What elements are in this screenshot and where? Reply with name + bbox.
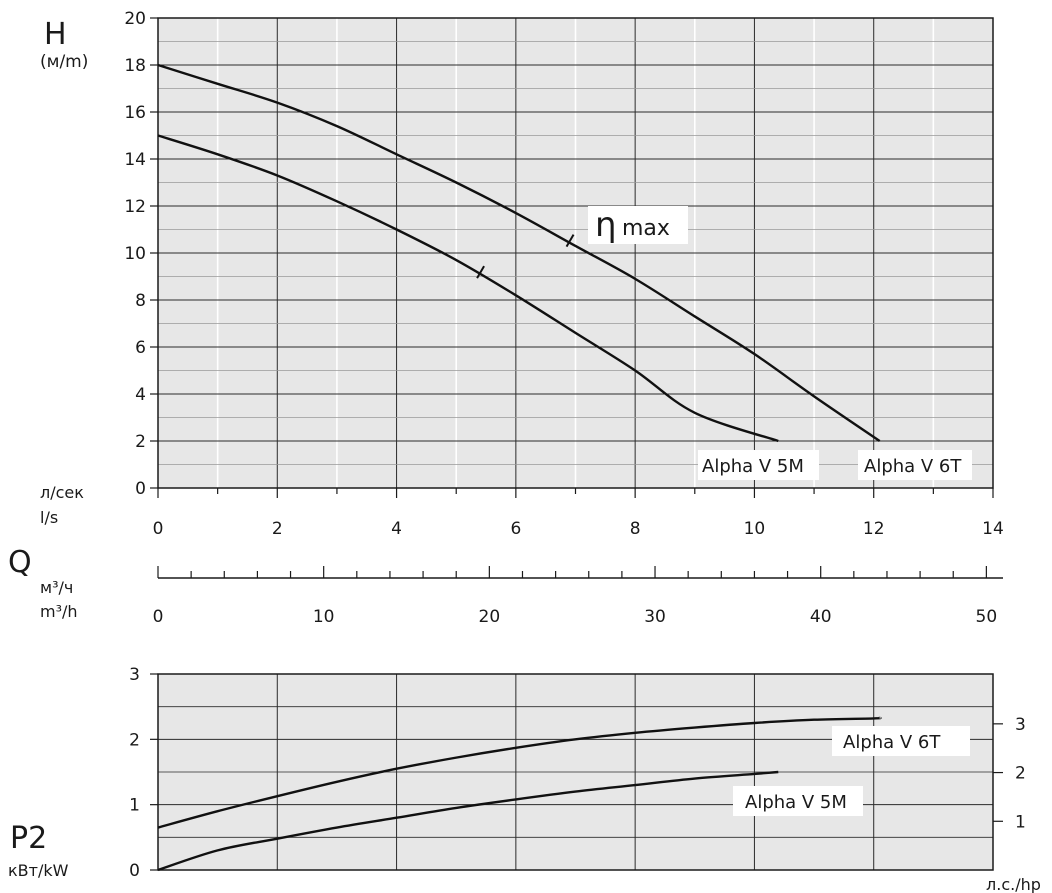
power-chart: 0 1 2 3 1 2 3 P2 кВт/kW л.с./hp Alpha V 6T Al… xyxy=(8,665,1041,893)
head-y-tick-label: 20 xyxy=(124,9,146,29)
head-y-tick-label: 4 xyxy=(135,385,146,405)
flow-ls-tick-label: 2 xyxy=(272,519,283,539)
flow-ls-unit-en: l/s xyxy=(40,508,58,527)
head-y-tick-label: 18 xyxy=(124,56,146,76)
eta-max-symbol: η xyxy=(595,205,617,245)
power-y-tick-label: 2 xyxy=(129,730,140,750)
flow-axis-symbol: Q xyxy=(8,545,32,580)
flow-m3h-tick-label: 30 xyxy=(644,607,666,627)
flow-m3h-tick-label: 20 xyxy=(479,607,501,627)
head-axis-symbol: H xyxy=(44,17,67,52)
flow-ls-tick-label: 10 xyxy=(744,519,766,539)
power-label-5m: Alpha V 5M xyxy=(745,792,847,813)
power-y-ticks: 0 1 2 3 xyxy=(129,665,158,881)
head-y-tick-label: 6 xyxy=(135,338,146,358)
power-curve-alpha-v-5m xyxy=(157,770,779,872)
power-label-6t: Alpha V 6T xyxy=(843,732,941,753)
power-label-5m-background xyxy=(733,786,863,816)
flow-ls-tick-label: 6 xyxy=(510,519,521,539)
head-y-tick-label: 0 xyxy=(135,479,146,499)
eta-max-label-background xyxy=(588,206,688,244)
head-y-ticks: 0 2 4 6 8 10 12 14 16 18 20 xyxy=(124,9,158,499)
head-y-tick-label: 10 xyxy=(124,244,146,264)
flow-ls-unit-ru: л/сек xyxy=(40,483,84,502)
head-series-labels: Alpha V 5M Alpha V 6T xyxy=(698,450,972,480)
head-axis-unit: (м/m) xyxy=(40,52,88,72)
flow-m3h-unit-ru: м³/ч xyxy=(40,578,73,597)
power-y-tick-label: 1 xyxy=(129,796,140,816)
head-y-tick-label: 14 xyxy=(124,150,146,170)
flow-m3h-unit-en: m³/h xyxy=(40,602,78,621)
power-y-tick-label: 3 xyxy=(129,665,140,685)
head-y-tick-label: 16 xyxy=(124,103,146,123)
flow-ls-tick-label: 0 xyxy=(153,519,164,539)
flow-m3h-tick-label: 10 xyxy=(313,607,335,627)
power-axis-symbol: P2 xyxy=(10,821,47,856)
power-y-tick-label: 0 xyxy=(129,861,140,881)
head-y-tick-label: 12 xyxy=(124,197,146,217)
power-curve-alpha-v-6t xyxy=(157,716,882,829)
flow-m3h-ticks: 0 10 20 30 40 50 xyxy=(153,566,998,627)
head-curve-alpha-v-5m xyxy=(157,134,779,443)
power-hp-tick-label: 1 xyxy=(1015,812,1026,832)
eta-max-marker xyxy=(476,265,485,279)
flow-m3h-tick-label: 0 xyxy=(153,607,164,627)
flow-ls-tick-label: 8 xyxy=(630,519,641,539)
flow-m3h-tick-label: 50 xyxy=(976,607,998,627)
power-hp-tick-label: 2 xyxy=(1015,764,1026,784)
eta-max-text: max xyxy=(622,216,670,241)
flow-ls-ticks: 0 2 4 6 8 10 12 14 xyxy=(153,488,1004,539)
eta-max-annotation: η max xyxy=(588,205,688,245)
flow-m3h-tick-label: 40 xyxy=(810,607,832,627)
eta-max-marker xyxy=(565,234,575,248)
power-curves xyxy=(157,716,882,872)
power-hp-ticks: 1 2 3 xyxy=(993,715,1026,832)
power-label-6t-background xyxy=(832,726,970,756)
head-label-6t-background xyxy=(858,450,972,480)
head-label-5m-background xyxy=(698,450,819,480)
head-label-5m: Alpha V 5M xyxy=(702,456,804,477)
head-y-tick-label: 8 xyxy=(135,291,146,311)
flow-m3h-axis: 0 10 20 30 40 50 Q м³/ч m³/h xyxy=(8,545,1003,627)
flow-ls-tick-label: 14 xyxy=(982,519,1004,539)
head-chart: 0 2 4 6 8 10 12 14 16 18 20 0 2 4 6 8 10 12 14 H (м/m) л/… xyxy=(40,9,1004,539)
head-y-tick-label: 2 xyxy=(135,432,146,452)
flow-ls-tick-label: 4 xyxy=(391,519,402,539)
head-grid xyxy=(157,17,994,489)
power-hp-tick-label: 3 xyxy=(1015,715,1026,735)
power-axis-unit: кВт/kW xyxy=(8,861,69,880)
power-hp-unit: л.с./hp xyxy=(986,875,1041,893)
head-label-6t: Alpha V 6T xyxy=(864,456,962,477)
flow-ls-tick-label: 12 xyxy=(863,519,885,539)
power-series-labels: Alpha V 6T Alpha V 5M xyxy=(733,726,970,816)
head-curves xyxy=(157,63,881,443)
head-curve-alpha-v-6t xyxy=(157,63,881,442)
